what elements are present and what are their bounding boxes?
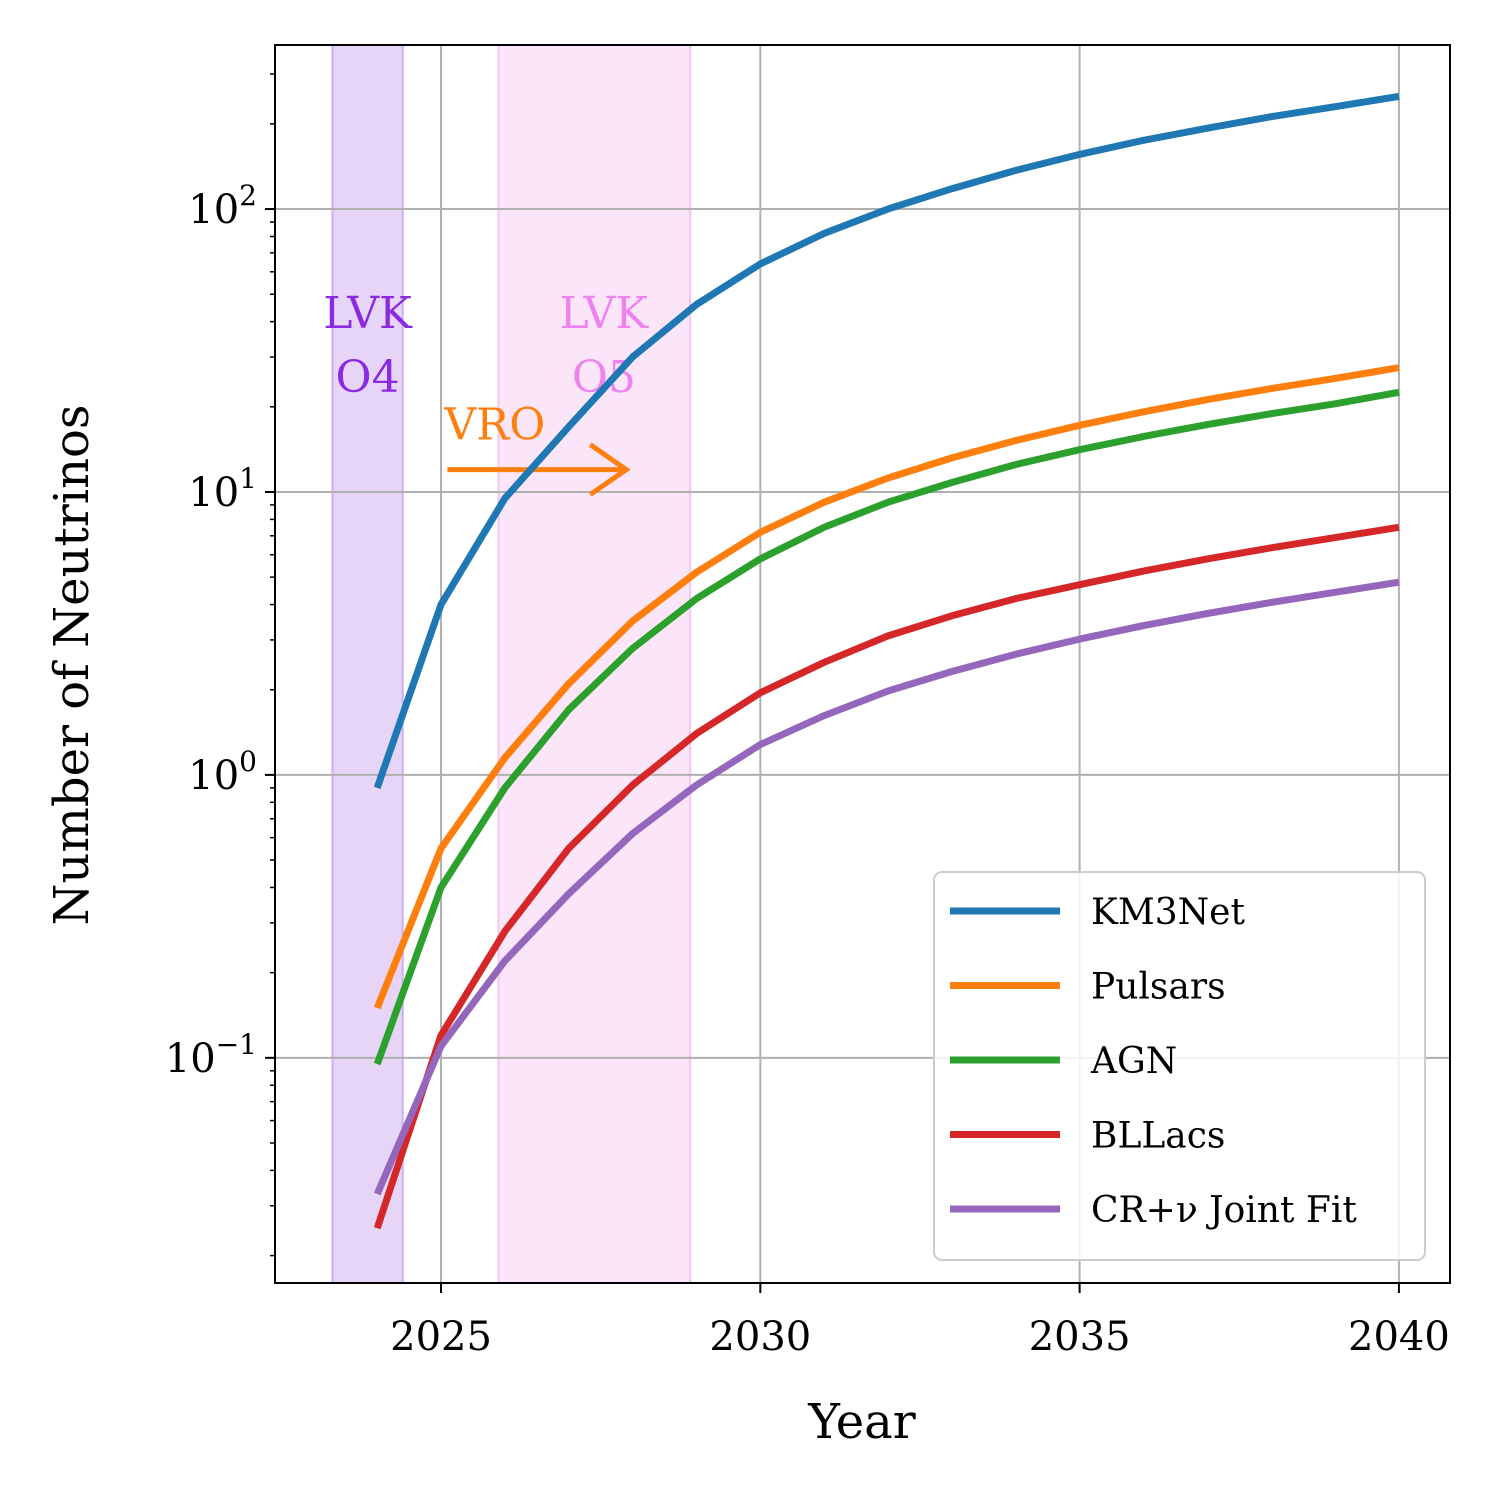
legend-box [933,871,1426,1261]
plot-frame [274,44,1451,1284]
band-label-0: LVK [323,288,413,339]
series-line-3 [373,523,1400,1230]
series-line-0 [373,92,1400,789]
x-tick-label: 2025 [390,1314,492,1360]
x-axis-label: Year [807,1394,916,1450]
vro-label: VRO [443,400,545,451]
series-line-4 [373,578,1400,1196]
y-tick-label: 100 [188,745,257,799]
y-axis-label: Number of Neutrinos [44,404,100,925]
legend: KM3Net Pulsars AGN BLLacs CR+ν Joint Fit [933,871,1426,1261]
y-tick-label: 101 [188,462,257,516]
band-label-0: O4 [336,352,400,403]
band-0 [331,45,404,1283]
y-tick-label: 10−1 [165,1028,257,1082]
legend-label-2: AGN [1090,1041,1177,1082]
band-1 [497,45,692,1283]
legend-label-1: Pulsars [1091,967,1226,1008]
series-line-2 [373,388,1400,1066]
axis-ticks: 2025 2030 2035 2040 10−1 100 101 102 [165,73,1450,1360]
band-label-1: LVK [560,288,650,339]
x-tick-label: 2030 [709,1314,811,1360]
observing-run-bands [331,45,692,1283]
legend-label-0: KM3Net [1091,892,1245,933]
legend-label-3: BLLacs [1091,1116,1225,1157]
y-tick-label: 102 [188,179,257,233]
x-tick-label: 2035 [1029,1314,1131,1360]
grid [275,45,1450,1283]
x-tick-label: 2040 [1348,1314,1450,1360]
series-lines [373,92,1400,1230]
legend-label-4: CR+ν Joint Fit [1091,1190,1357,1231]
vro-arrow-head [588,442,631,497]
series-line-1 [373,364,1400,1010]
